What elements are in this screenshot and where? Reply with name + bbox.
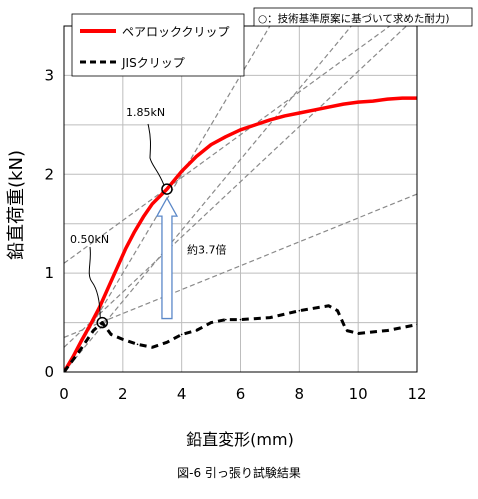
series-1-point <box>327 304 330 307</box>
series-0-point <box>166 188 168 190</box>
series-1-point <box>180 333 183 336</box>
note: ○：技術基準原案に基づいて求めた耐力) <box>253 7 473 27</box>
x-tick-label: 4 <box>177 385 187 403</box>
reference-line-2 <box>64 26 408 348</box>
x-tick-label: 2 <box>118 385 128 403</box>
series-0-point <box>239 129 242 131</box>
reference-line-1 <box>64 26 353 372</box>
series-0-point <box>254 124 257 126</box>
series-1-point <box>92 329 95 332</box>
series-0-point <box>283 115 286 117</box>
capacity-label-1: 0.50kN <box>70 233 109 246</box>
y-axis-label: 鉛直荷重(kN) <box>6 150 27 260</box>
series-1-point <box>224 318 227 321</box>
series-0-point <box>298 112 301 114</box>
note-box <box>253 7 473 27</box>
ratio-arrow-label: 約3.7倍 <box>187 242 227 256</box>
capacity-marker-1 <box>96 316 108 329</box>
series-1-point <box>166 341 168 344</box>
x-tick-label: 12 <box>407 385 426 403</box>
capacity-marker-0 <box>161 183 173 195</box>
legend-label-series-1: JISクリップ <box>121 56 185 70</box>
figure-caption: 図-6 引っ張り試験結果 <box>177 465 301 480</box>
series-0-point <box>269 119 271 121</box>
series-0-point <box>313 109 315 111</box>
x-axis-label: 鉛直変形(mm) <box>186 430 294 449</box>
x-tick-label: 8 <box>295 385 305 403</box>
series-1-point <box>151 346 154 349</box>
series-0-point <box>180 170 183 173</box>
series-1-point <box>77 351 80 354</box>
series-1-point <box>122 338 124 341</box>
legend-box <box>71 13 245 77</box>
y-tick-label: 3 <box>44 66 54 84</box>
y-tick-label: 1 <box>44 264 54 282</box>
x-tick-labels: 0 2 4 6 8 10 12 <box>59 385 426 403</box>
legend: ペアロッククリップ JISクリップ <box>71 13 245 77</box>
y-tick-label: 2 <box>44 165 54 183</box>
x-tick-label: 6 <box>236 385 246 403</box>
y-tick-label: 0 <box>44 363 54 381</box>
series-0-point <box>327 106 330 108</box>
series-1 <box>64 304 417 372</box>
series-line-1 <box>64 304 417 372</box>
series-0-point <box>386 98 389 100</box>
series-1-point <box>210 321 212 324</box>
series-0-point <box>124 247 127 250</box>
series-0-point <box>357 101 359 103</box>
x-tick-label: 0 <box>59 385 69 403</box>
series-0-point <box>195 155 198 158</box>
series-0-point <box>224 135 227 138</box>
series-1-point <box>239 318 242 321</box>
series-1-point <box>357 332 359 335</box>
y-tick-labels: 0 1 2 3 <box>44 66 54 381</box>
reference-line-3 <box>64 26 391 264</box>
series-0-point <box>342 103 345 105</box>
series-0-point <box>89 323 92 326</box>
series-1-point <box>345 329 348 332</box>
series-1-point <box>269 316 271 319</box>
series-1-point <box>336 309 339 312</box>
reference-lines <box>64 26 417 372</box>
capacity-leader-1 <box>88 246 101 318</box>
series-1-point <box>195 329 198 332</box>
note-text: ○：技術基準原案に基づいて求めた耐力) <box>258 12 449 25</box>
ratio-arrow <box>155 196 179 320</box>
series-0-point <box>142 215 145 218</box>
legend-label-series-0: ペアロッククリップ <box>122 25 230 39</box>
series-0-point <box>372 100 374 102</box>
series-1-point <box>110 333 112 336</box>
series-0-point <box>151 203 154 205</box>
series-1-point <box>298 309 301 312</box>
series-0-point <box>107 287 109 289</box>
series-1-point <box>136 343 139 346</box>
capacity-label-0: 1.85kN <box>126 106 165 119</box>
series-0-point <box>401 97 404 99</box>
capacity-leader-0 <box>147 123 165 186</box>
x-tick-label: 10 <box>349 385 368 403</box>
series-0-point <box>210 143 212 146</box>
series-1-point <box>386 329 389 332</box>
series-1-point <box>101 321 104 324</box>
annotations: 約3.7倍 1.85kN 0.50kN <box>70 106 227 329</box>
series-0-point <box>116 267 118 270</box>
series-0-point <box>80 339 83 342</box>
series-0-point <box>133 230 136 233</box>
